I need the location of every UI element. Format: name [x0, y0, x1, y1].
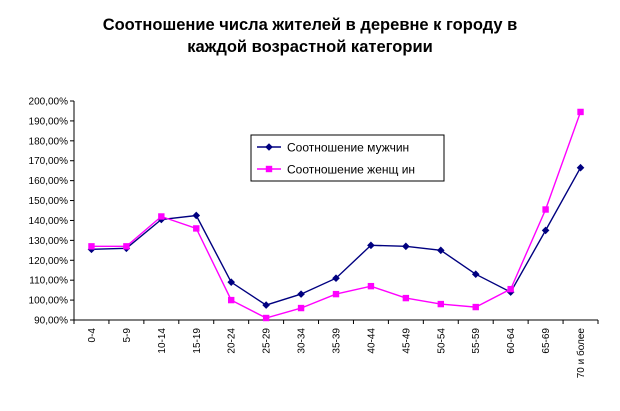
- chart-title-line-2: каждой возрастной категории: [187, 38, 433, 56]
- data-point: [193, 225, 200, 232]
- chart-title-line-1: Соотношение числа жителей в деревне к го…: [102, 16, 518, 34]
- data-point: [542, 206, 549, 213]
- y-tick-label: 140,00%: [29, 216, 69, 227]
- x-tick-label: 45-49: [401, 328, 412, 354]
- legend-marker: [265, 165, 273, 173]
- y-tick-label: 130,00%: [29, 236, 69, 247]
- y-tick-label: 150,00%: [29, 196, 69, 207]
- data-point: [402, 242, 410, 251]
- legend: Соотношение мужчин Соотношение женщ ин: [250, 134, 445, 182]
- x-tick-label: 55-59: [471, 328, 482, 354]
- data-point: [507, 285, 514, 293]
- data-point: [541, 226, 550, 235]
- legend-marker: [265, 143, 273, 151]
- data-point: [262, 301, 270, 309]
- y-tick-label: 120,00%: [29, 256, 69, 267]
- data-point: [227, 278, 235, 286]
- data-point: [471, 270, 480, 279]
- data-point: [158, 213, 165, 220]
- data-point: [472, 303, 479, 311]
- x-tick-label: 25-29: [262, 328, 273, 354]
- data-point: [192, 211, 201, 220]
- y-tick-label: 110,00%: [29, 276, 68, 287]
- y-tick-label: 100,00%: [29, 296, 69, 307]
- data-point: [297, 290, 305, 298]
- legend-label: Соотношение женщ ин: [287, 163, 415, 177]
- data-point: [437, 246, 445, 255]
- x-tick-label: 40-44: [366, 328, 377, 354]
- x-tick-label: 30-34: [297, 328, 308, 354]
- x-tick-label: 5-9: [122, 328, 133, 343]
- x-tick-label: 65-69: [541, 328, 552, 354]
- data-point: [332, 274, 340, 282]
- data-point: [402, 294, 410, 302]
- y-tick-label: 200,00%: [29, 97, 69, 108]
- y-tick-label: 190,00%: [29, 116, 69, 127]
- x-tick-label: 60-64: [506, 328, 517, 354]
- data-point: [367, 241, 375, 250]
- y-tick-label: 160,00%: [29, 176, 69, 187]
- x-tick-label: 20-24: [227, 328, 238, 354]
- x-tick-label: 10-14: [157, 328, 168, 354]
- legend-box: [250, 134, 445, 182]
- y-tick-label: 180,00%: [29, 136, 69, 147]
- x-tick-label: 70 и более: [575, 328, 587, 379]
- data-point: [297, 304, 305, 312]
- data-point: [437, 300, 444, 308]
- data-point: [262, 314, 270, 322]
- x-tick-label: 0-4: [87, 328, 98, 343]
- x-tick-label: 35-39: [332, 328, 343, 354]
- series-line: [91, 167, 582, 306]
- data-point: [577, 108, 584, 116]
- legend-label: Соотношение мужчин: [287, 141, 409, 155]
- y-tick-label: 90,00%: [34, 316, 68, 327]
- x-tick-label: 15-19: [192, 328, 203, 354]
- data-point: [88, 243, 95, 250]
- y-tick-label: 170,00%: [29, 156, 69, 167]
- x-tick-label: 50-54: [436, 328, 447, 354]
- chart-title: Соотношение числа жителей в деревне к го…: [0, 14, 620, 58]
- data-point: [367, 282, 375, 290]
- data-point: [123, 243, 130, 250]
- series-2: [88, 108, 584, 322]
- data-point: [228, 296, 235, 304]
- data-point: [576, 163, 585, 172]
- data-point: [332, 290, 340, 298]
